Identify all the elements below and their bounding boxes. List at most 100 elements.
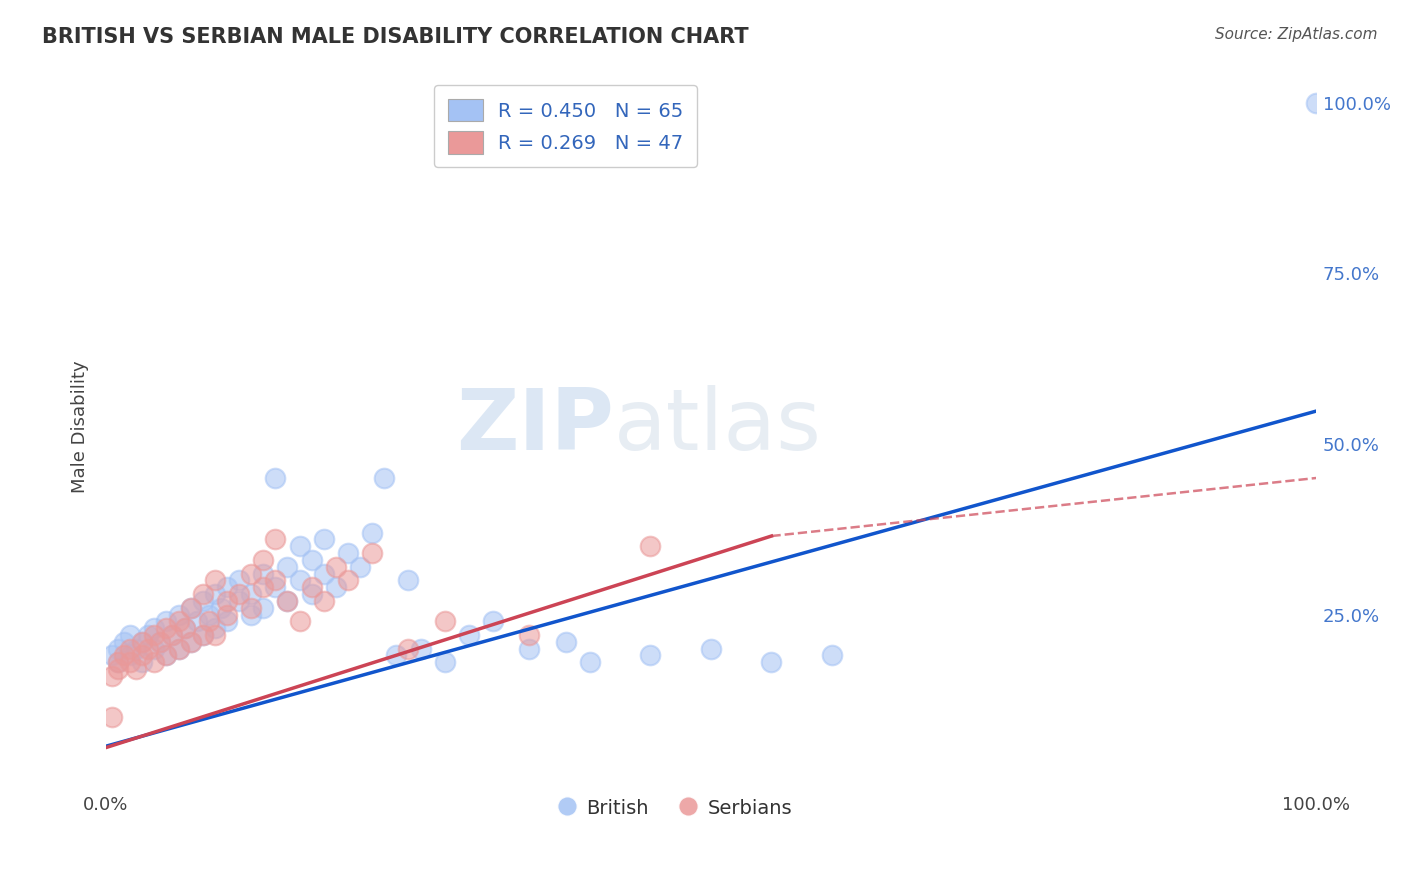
Point: [336, 574, 359, 588]
Point: [312, 533, 335, 547]
Point: [433, 655, 456, 669]
Point: [101, 710, 124, 724]
Point: [143, 641, 166, 656]
Point: [155, 615, 177, 629]
Point: [1305, 95, 1327, 110]
Point: [700, 641, 723, 656]
Point: [204, 587, 226, 601]
Point: [112, 648, 135, 663]
Point: [136, 628, 159, 642]
Point: [252, 600, 274, 615]
Point: [191, 628, 214, 642]
Point: [264, 533, 287, 547]
Point: [240, 600, 263, 615]
Point: [276, 559, 298, 574]
Point: [228, 594, 250, 608]
Point: [325, 559, 347, 574]
Point: [301, 553, 323, 567]
Point: [361, 546, 384, 560]
Point: [180, 600, 202, 615]
Point: [554, 635, 576, 649]
Point: [349, 559, 371, 574]
Point: [149, 635, 172, 649]
Text: atlas: atlas: [614, 385, 823, 468]
Point: [197, 615, 219, 629]
Point: [162, 628, 184, 642]
Point: [821, 648, 844, 663]
Point: [204, 574, 226, 588]
Text: Source: ZipAtlas.com: Source: ZipAtlas.com: [1215, 27, 1378, 42]
Point: [131, 655, 153, 669]
Point: [264, 580, 287, 594]
Y-axis label: Male Disability: Male Disability: [72, 360, 89, 493]
Point: [240, 607, 263, 622]
Point: [107, 655, 129, 669]
Point: [264, 574, 287, 588]
Point: [519, 641, 541, 656]
Point: [107, 641, 129, 656]
Point: [167, 607, 190, 622]
Point: [312, 566, 335, 581]
Point: [107, 662, 129, 676]
Point: [240, 587, 263, 601]
Point: [482, 615, 505, 629]
Point: [131, 635, 153, 649]
Point: [288, 539, 311, 553]
Point: [155, 648, 177, 663]
Point: [761, 655, 783, 669]
Point: [149, 635, 172, 649]
Point: [398, 574, 420, 588]
Point: [215, 594, 238, 608]
Point: [301, 587, 323, 601]
Point: [325, 580, 347, 594]
Point: [180, 635, 202, 649]
Legend: British, Serbians: British, Serbians: [550, 789, 800, 826]
Point: [162, 628, 184, 642]
Point: [120, 655, 142, 669]
Point: [143, 628, 166, 642]
Point: [131, 635, 153, 649]
Point: [215, 580, 238, 594]
Point: [143, 655, 166, 669]
Point: [107, 655, 129, 669]
Point: [215, 615, 238, 629]
Point: [519, 628, 541, 642]
Point: [312, 594, 335, 608]
Point: [173, 621, 195, 635]
Point: [125, 641, 148, 656]
Point: [167, 641, 190, 656]
Point: [136, 641, 159, 656]
Point: [191, 594, 214, 608]
Point: [336, 546, 359, 560]
Point: [458, 628, 481, 642]
Point: [120, 641, 142, 656]
Point: [120, 648, 142, 663]
Point: [180, 635, 202, 649]
Point: [228, 587, 250, 601]
Point: [252, 580, 274, 594]
Point: [120, 628, 142, 642]
Point: [125, 662, 148, 676]
Point: [101, 648, 124, 663]
Point: [131, 648, 153, 663]
Point: [301, 580, 323, 594]
Point: [204, 628, 226, 642]
Point: [191, 587, 214, 601]
Point: [252, 553, 274, 567]
Point: [173, 621, 195, 635]
Point: [409, 641, 432, 656]
Point: [155, 648, 177, 663]
Point: [288, 574, 311, 588]
Point: [197, 607, 219, 622]
Point: [155, 621, 177, 635]
Point: [264, 471, 287, 485]
Point: [640, 648, 662, 663]
Point: [579, 655, 602, 669]
Point: [112, 635, 135, 649]
Point: [101, 669, 124, 683]
Point: [640, 539, 662, 553]
Point: [215, 607, 238, 622]
Text: BRITISH VS SERBIAN MALE DISABILITY CORRELATION CHART: BRITISH VS SERBIAN MALE DISABILITY CORRE…: [42, 27, 749, 46]
Point: [143, 621, 166, 635]
Point: [252, 566, 274, 581]
